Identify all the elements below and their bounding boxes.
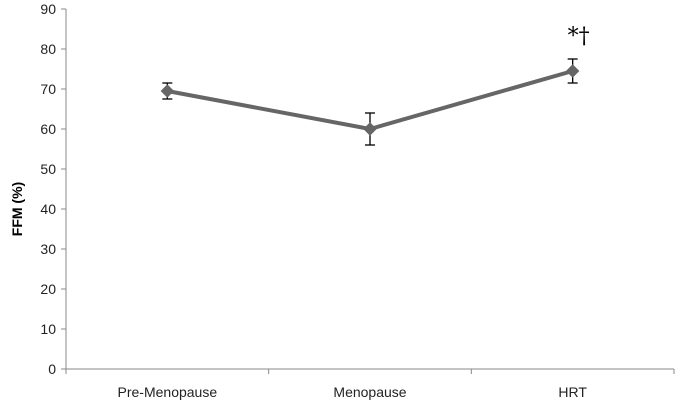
x-axis-ticks: Pre-Menopause Menopause HRT bbox=[65, 369, 675, 400]
y-tick-label: 30 bbox=[40, 241, 56, 257]
x-tick-label: Menopause bbox=[333, 384, 406, 400]
y-axis-title: FFM (%) bbox=[9, 182, 25, 236]
y-tick-label: 90 bbox=[40, 1, 56, 17]
y-tick-label: 0 bbox=[48, 361, 56, 377]
y-tick-label: 80 bbox=[40, 41, 56, 57]
y-tick-label: 50 bbox=[40, 161, 56, 177]
y-tick-label: 10 bbox=[40, 321, 56, 337]
data-point-marker bbox=[160, 84, 175, 98]
y-tick-label: 20 bbox=[40, 281, 56, 297]
y-tick-label: 40 bbox=[40, 201, 56, 217]
axes bbox=[65, 9, 674, 370]
y-tick-label: 70 bbox=[40, 81, 56, 97]
significance-annotation: *† bbox=[568, 24, 590, 49]
y-tick-label: 60 bbox=[40, 121, 56, 137]
data-point-marker bbox=[363, 122, 377, 136]
annotations: *† bbox=[568, 24, 590, 49]
x-tick-label: Pre-Menopause bbox=[118, 384, 218, 400]
data-point-marker bbox=[565, 64, 580, 78]
x-tick-label: HRT bbox=[558, 384, 587, 400]
y-axis-ticks: 0 10 20 30 40 50 60 70 80 90 bbox=[40, 1, 66, 377]
series-group bbox=[160, 58, 580, 146]
